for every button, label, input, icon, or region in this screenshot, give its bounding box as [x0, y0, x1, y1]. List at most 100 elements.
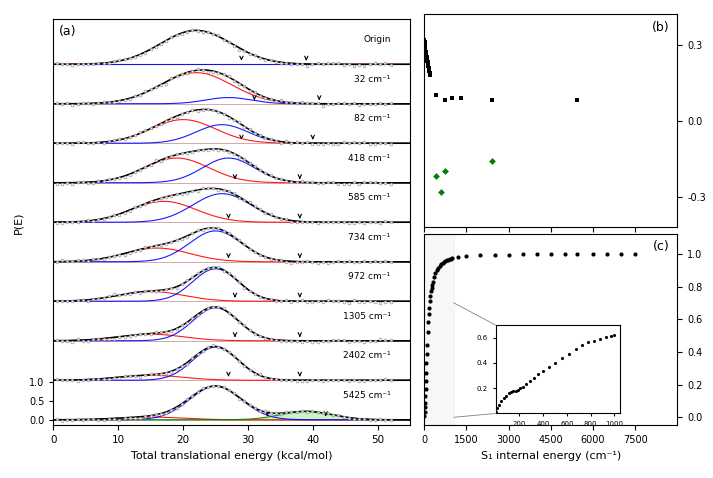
Point: [513, 386, 524, 394]
Point: [419, 42, 431, 50]
Point: [423, 319, 434, 326]
Point: [419, 412, 430, 419]
Point: [423, 311, 434, 318]
Point: [421, 51, 432, 59]
Point: [439, 97, 451, 104]
Point: [422, 60, 434, 67]
Point: [419, 36, 430, 43]
Point: [420, 48, 431, 56]
Point: [559, 250, 570, 258]
Point: [424, 70, 436, 77]
Point: [531, 250, 543, 258]
Point: [427, 278, 438, 285]
Point: [577, 341, 588, 349]
Point: [426, 284, 437, 292]
Point: [424, 71, 436, 79]
Point: [508, 388, 519, 395]
Point: [533, 370, 544, 378]
Point: [441, 257, 453, 264]
Point: [501, 392, 512, 400]
Point: [430, 173, 441, 180]
Point: [419, 41, 431, 49]
Point: [423, 63, 434, 70]
Point: [490, 408, 501, 416]
Point: [498, 394, 510, 402]
Point: [489, 251, 501, 259]
Point: [437, 260, 448, 267]
Point: [430, 270, 441, 277]
Bar: [424, 234, 453, 425]
Point: [420, 378, 431, 385]
Point: [435, 188, 446, 196]
Point: [419, 38, 431, 46]
Text: (c): (c): [653, 240, 670, 253]
Point: [425, 293, 436, 300]
Text: 32 cm⁻¹: 32 cm⁻¹: [354, 75, 391, 84]
Point: [424, 304, 435, 312]
Point: [422, 59, 434, 66]
Point: [443, 256, 454, 263]
Point: [588, 250, 599, 258]
Point: [452, 253, 463, 261]
Point: [446, 94, 457, 102]
Text: (b): (b): [652, 21, 670, 34]
Text: 734 cm⁻¹: 734 cm⁻¹: [349, 233, 391, 242]
Point: [421, 369, 432, 377]
Point: [438, 258, 450, 266]
Point: [493, 401, 505, 408]
Point: [515, 384, 526, 392]
Text: Origin: Origin: [363, 35, 391, 44]
Point: [421, 359, 432, 367]
Point: [446, 254, 458, 262]
Point: [600, 333, 612, 341]
Point: [424, 297, 436, 305]
Point: [545, 250, 556, 258]
Point: [492, 404, 503, 412]
Point: [549, 359, 560, 367]
Point: [503, 251, 514, 259]
Text: 418 cm⁻¹: 418 cm⁻¹: [349, 154, 391, 163]
Text: 972 cm⁻¹: 972 cm⁻¹: [349, 272, 391, 282]
Text: 5425 cm⁻¹: 5425 cm⁻¹: [343, 391, 391, 400]
Point: [630, 250, 641, 258]
Point: [595, 335, 606, 343]
Point: [421, 350, 433, 358]
Point: [421, 341, 433, 349]
Point: [424, 66, 435, 74]
Point: [420, 392, 431, 400]
Point: [419, 409, 430, 416]
Point: [431, 266, 443, 274]
Point: [461, 252, 472, 260]
Point: [486, 157, 498, 165]
Point: [601, 250, 612, 258]
Point: [421, 57, 433, 65]
Point: [570, 345, 582, 353]
Point: [420, 50, 431, 57]
Point: [510, 387, 521, 394]
Point: [445, 255, 456, 262]
X-axis label: S₁ internal energy (cm⁻¹): S₁ internal energy (cm⁻¹): [481, 451, 621, 461]
Point: [543, 363, 555, 370]
Point: [517, 250, 528, 258]
Point: [421, 54, 432, 61]
Point: [420, 46, 431, 54]
Text: 1305 cm⁻¹: 1305 cm⁻¹: [342, 312, 391, 321]
Point: [424, 67, 435, 75]
Point: [419, 403, 431, 411]
X-axis label: Total translational energy (kcal/mol): Total translational energy (kcal/mol): [131, 451, 332, 461]
Point: [423, 64, 434, 71]
Point: [517, 383, 528, 391]
Point: [486, 97, 498, 104]
Point: [503, 390, 514, 397]
Point: [439, 167, 451, 175]
Point: [429, 273, 440, 281]
Point: [615, 250, 627, 258]
Point: [520, 380, 532, 388]
Point: [423, 61, 434, 69]
Point: [434, 262, 446, 270]
Point: [433, 264, 444, 272]
Point: [424, 69, 435, 76]
Point: [421, 56, 433, 64]
Point: [496, 397, 507, 405]
Point: [426, 281, 438, 289]
